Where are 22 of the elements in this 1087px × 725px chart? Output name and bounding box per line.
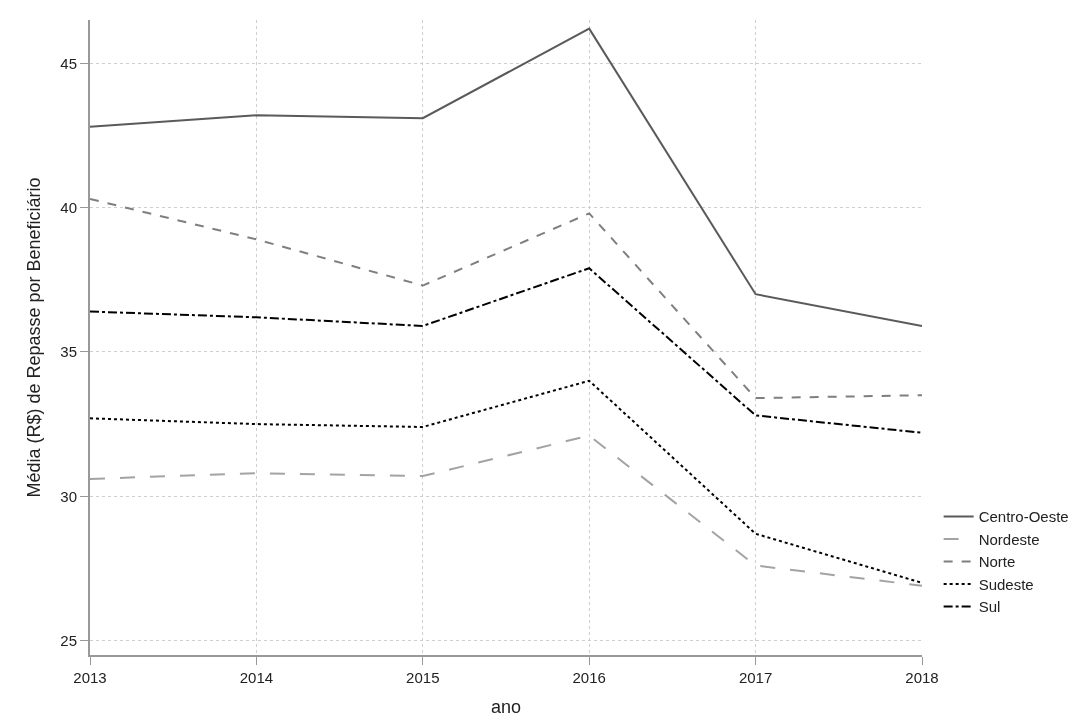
x-tick-label: 2016 <box>572 669 606 686</box>
line-series <box>90 379 922 584</box>
x-tick-label: 2017 <box>738 669 773 686</box>
x-tick-label: 2018 <box>905 669 939 686</box>
y-tick-label: 30 <box>60 487 77 505</box>
y-tick-label: 45 <box>60 54 77 72</box>
line-series <box>90 27 922 327</box>
legend-label: Sudeste <box>978 575 1034 593</box>
y-axis-title: Média (R$) de Repasse por Beneficiário <box>24 177 45 498</box>
legend-label: Nordeste <box>978 530 1040 548</box>
y-tick-label: 40 <box>60 198 77 216</box>
y-tick-label: 25 <box>60 631 77 649</box>
legend-label: Norte <box>978 553 1016 571</box>
x-tick-label: 2015 <box>406 669 440 686</box>
x-tick-label: 2013 <box>73 669 107 686</box>
x-axis-title: ano <box>490 696 522 717</box>
line-series <box>90 197 922 400</box>
legend-label: Sul <box>978 598 1001 616</box>
legend-label: Centro-Oeste <box>978 508 1069 526</box>
x-tick-label: 2014 <box>239 669 274 686</box>
line-series <box>90 267 922 434</box>
y-tick-label: 35 <box>60 343 77 361</box>
